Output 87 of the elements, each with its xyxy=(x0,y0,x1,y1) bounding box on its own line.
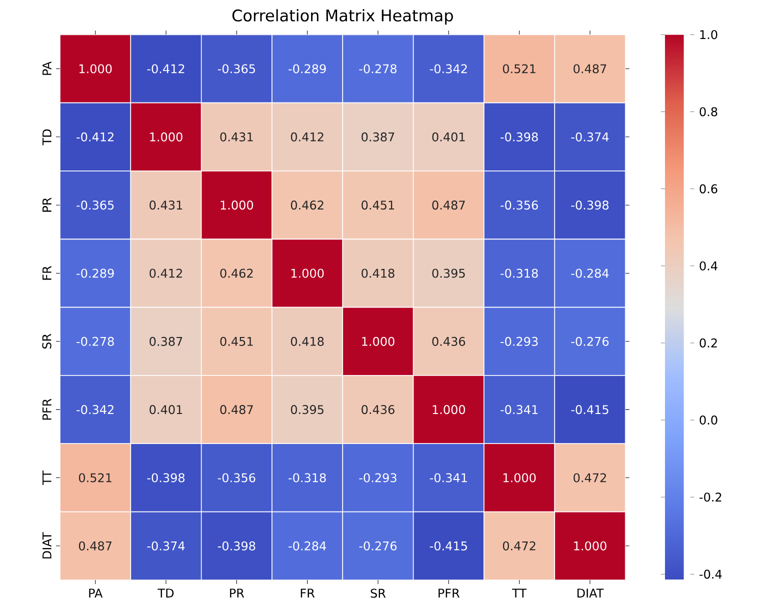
data-label: 1.000 xyxy=(432,405,466,414)
data-label: 0.412 xyxy=(150,268,182,278)
y-tick-label: PR xyxy=(42,198,52,212)
data-label: -0.398 xyxy=(500,132,538,142)
data-label: -0.278 xyxy=(359,64,397,74)
data-label: 0.387 xyxy=(150,336,182,346)
x-tick-label: PR xyxy=(230,588,244,598)
data-label: -0.342 xyxy=(430,64,467,74)
data-label: 0.436 xyxy=(432,336,466,346)
x-tick-label: FR xyxy=(300,588,315,598)
color-bar-label: 0.6 xyxy=(700,184,718,194)
data-label: 0.418 xyxy=(290,336,324,346)
data-label: 1.000 xyxy=(79,64,112,74)
data-label: -0.398 xyxy=(218,541,256,550)
data-label: -0.341 xyxy=(500,405,538,414)
data-label: 1.000 xyxy=(220,200,254,210)
data-label: 0.401 xyxy=(150,405,182,414)
data-label: -0.342 xyxy=(76,405,114,414)
data-label: 0.487 xyxy=(78,541,112,550)
x-tick-label: TT xyxy=(512,588,527,598)
data-label: 0.487 xyxy=(574,64,606,74)
data-label: 0.451 xyxy=(362,200,394,210)
data-label: -0.415 xyxy=(571,405,608,414)
data-label: 1.000 xyxy=(574,541,606,550)
data-label: 0.472 xyxy=(502,541,536,550)
data-label: -0.365 xyxy=(218,64,255,74)
data-label: -0.289 xyxy=(288,64,326,74)
data-label: 1.000 xyxy=(503,473,536,482)
y-tick-label: TT xyxy=(42,470,52,486)
data-label: -0.276 xyxy=(571,336,609,346)
data-label: -0.356 xyxy=(218,473,256,482)
data-label: -0.356 xyxy=(500,200,538,210)
data-label: -0.374 xyxy=(571,132,609,142)
data-label: 0.395 xyxy=(290,405,324,414)
data-label: 0.418 xyxy=(362,268,394,278)
data-label: 0.521 xyxy=(502,64,536,74)
data-label: -0.318 xyxy=(288,473,326,482)
data-label: -0.284 xyxy=(288,541,326,550)
data-label: 0.462 xyxy=(220,268,253,278)
data-label: 0.487 xyxy=(220,405,253,414)
data-label: -0.374 xyxy=(147,541,185,550)
data-label: -0.278 xyxy=(76,336,114,346)
x-tick-label: PA xyxy=(89,588,103,598)
color-bar-label: -0.4 xyxy=(700,570,722,579)
data-label: -0.415 xyxy=(430,541,467,550)
x-tick-label: TD xyxy=(158,588,174,598)
color-bar-label: 0.8 xyxy=(700,107,718,116)
y-tick-label: TD xyxy=(42,129,52,146)
data-label: 0.412 xyxy=(290,132,324,142)
y-tick-label: PA xyxy=(42,62,52,75)
data-label: 0.431 xyxy=(220,132,253,142)
data-label: -0.276 xyxy=(359,541,397,550)
data-label: -0.293 xyxy=(500,336,538,346)
data-label: -0.293 xyxy=(359,473,396,482)
data-label: 1.000 xyxy=(291,268,324,278)
data-label: -0.412 xyxy=(147,64,184,74)
data-label: -0.398 xyxy=(147,473,185,482)
data-label: 0.472 xyxy=(574,473,606,482)
data-label: -0.289 xyxy=(76,268,114,278)
data-label: 0.462 xyxy=(290,200,324,210)
x-tick-label: PFR xyxy=(438,588,460,598)
color-bar-label: 0.2 xyxy=(700,338,717,348)
chart-title: Correlation Matrix Heatmap xyxy=(232,9,453,25)
data-label: -0.412 xyxy=(76,132,114,142)
data-label: 0.401 xyxy=(432,132,465,142)
data-label: 0.431 xyxy=(150,200,182,210)
data-label: 1.000 xyxy=(150,132,182,142)
x-tick-label: DIAT xyxy=(577,588,604,598)
data-label: -0.318 xyxy=(500,268,538,278)
y-tick-label: DIAT xyxy=(42,532,52,558)
data-label: 0.436 xyxy=(362,405,394,414)
data-label: -0.284 xyxy=(571,268,609,278)
data-label: 0.521 xyxy=(78,473,112,482)
data-label: 1.000 xyxy=(362,336,394,346)
y-tick-label: SR xyxy=(42,334,52,349)
y-tick-label: FR xyxy=(42,266,52,280)
data-label: 0.395 xyxy=(432,268,465,278)
x-tick-label: SR xyxy=(370,588,386,598)
color-bar-label: 0.4 xyxy=(700,261,718,270)
y-tick-label: PFR xyxy=(42,398,52,420)
data-label: 0.387 xyxy=(362,132,394,142)
data-label: -0.341 xyxy=(430,473,467,482)
color-bar-label: 0.0 xyxy=(700,416,718,425)
data-label: 0.487 xyxy=(432,200,465,210)
color-bar-label: -0.2 xyxy=(700,492,722,502)
data-label: 0.451 xyxy=(220,336,253,346)
color-bar-label: 1.0 xyxy=(700,30,718,40)
